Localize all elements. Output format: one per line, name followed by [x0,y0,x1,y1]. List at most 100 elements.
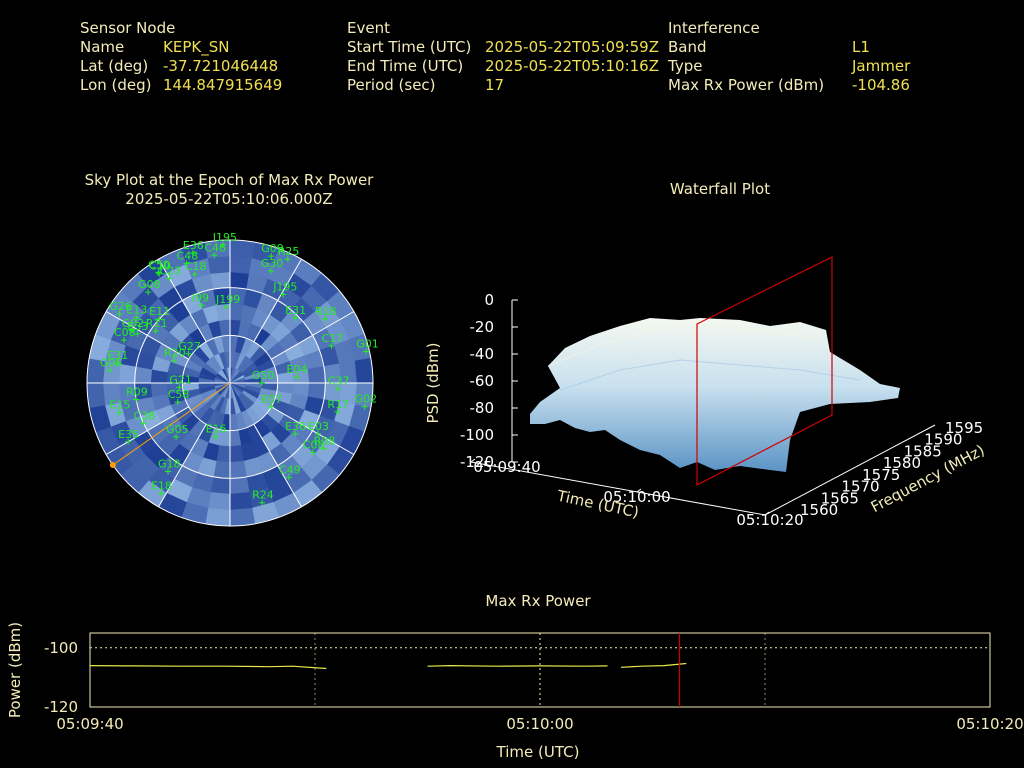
satellite-marker [185,350,192,357]
satellite-r20: R20 [164,346,186,364]
satellite-marker [183,260,190,267]
sky-azimuth-line [271,406,355,455]
maxpower-title: Max Rx Power [485,592,591,610]
satellite-c18: C18 [185,260,206,278]
satellite-marker [293,374,300,381]
interference-type-value: Jammer [852,57,911,75]
satellite-marker [152,328,159,335]
maxpower-xtick-label: 05:10:20 [956,715,1023,733]
satellite-label: G05 [100,356,123,369]
satellite-marker [258,380,265,386]
satellite-c08: C08 [303,438,325,456]
satellite-label: G01 [356,338,379,351]
sky-heatmap [87,240,373,526]
satellite-g27: G27 [178,340,201,357]
satellite-label: C38 [134,409,156,422]
satellite-r11: R11 [146,317,167,335]
psd-tick-label: -80 [470,399,495,417]
time-marker-plane [696,256,833,486]
satellite-label: C58 [168,388,190,401]
satellite-label: E13 [126,303,147,316]
frequency-tick-label: 1585 [904,442,942,460]
satellite-marker [191,271,198,278]
satellite-marker [125,438,132,445]
satellite-c23: C23 [160,264,181,282]
satellite-marker [284,256,291,263]
satellite-e18: E18 [151,479,172,497]
satellite-marker [198,302,205,309]
sensor-node-header: Sensor Node [80,19,176,37]
satellite-e31: E31 [107,349,128,367]
satellite-label: C37 [328,375,350,388]
satellite-marker [145,289,152,296]
satellite-g30: G30 [261,257,284,275]
frequency-tick-label: 1570 [841,478,879,496]
satellite-marker [120,337,127,344]
satellite-label: G30 [261,257,284,270]
satellite-i99: I99 [192,291,209,309]
sensor-name-value: KEPK_SN [163,38,230,56]
satellite-e31: E31 [285,304,306,321]
satellite-g50: G50 [252,369,275,386]
satellite-marker [128,327,135,334]
maxpower-ytick-label: -100 [44,639,78,657]
satellite-label: C49 [279,463,301,476]
sensor-lon-label: Lon (deg) [80,76,152,94]
satellite-g08: G08 [138,278,161,296]
satellite-e16: E16 [206,423,227,440]
sensor-lon-value: 144.847915649 [163,76,283,94]
satellite-g02: G02 [355,393,377,410]
satellite-label: G50 [252,369,275,382]
maxpower-line [89,664,327,670]
time-axis-line [470,461,766,516]
satellite-marker [268,253,275,260]
satellite-e15: E15 [109,399,130,416]
satellite-label: R24 [252,489,274,502]
satellite-label: G09 [261,242,284,255]
satellite-label: R18 [315,305,337,318]
time-tick-label: 05:10:00 [603,488,670,506]
satellite-label: R25 [278,245,300,258]
satellite-label: G08 [138,278,161,291]
satellite-label: R20 [164,346,186,359]
satellite-marker [156,270,163,277]
interferer-marker [109,462,116,469]
satellite-label: G02 [122,317,145,330]
frequency-tick-label: 1590 [924,431,962,449]
satellite-label: C17 [322,332,344,345]
satellite-marker [292,314,299,321]
satellite-label: I195 [213,231,237,244]
satellite-marker [176,384,183,391]
maxpower-grid [90,633,990,707]
psd-axis-label: PSD (dBm) [424,342,442,423]
satellite-marker [267,268,274,275]
psd-ridge [547,324,827,367]
psd-tick-label: -40 [470,345,495,363]
interference-band-label: Band [668,38,707,56]
satellite-marker [166,275,173,282]
time-tick-label: 05:10:20 [736,511,803,529]
satellite-c48: C48 [177,250,198,267]
maxpower-xlabel: Time (UTC) [496,743,580,761]
frequency-tick-label: 1565 [821,489,859,507]
satellite-marker [171,357,178,364]
time-tick [764,511,770,516]
satellite-marker [219,241,226,248]
sensor-lat-label: Lat (deg) [80,57,149,75]
satellite-label: E36 [285,420,306,433]
satellite-c38: C38 [134,409,156,427]
sky-azimuth-line [105,311,189,360]
satellite-marker [320,445,327,452]
satellite-label: G27 [178,340,201,353]
frequency-tick-label: 1575 [862,466,900,484]
satellite-marker [309,449,316,456]
satellite-label: C08 [303,438,325,451]
satellite-marker [155,269,162,276]
event-period-label: Period (sec) [347,76,436,94]
satellite-marker [165,468,172,475]
satellite-r09: R09 [126,386,148,403]
interference-power-value: -104.86 [852,76,910,94]
